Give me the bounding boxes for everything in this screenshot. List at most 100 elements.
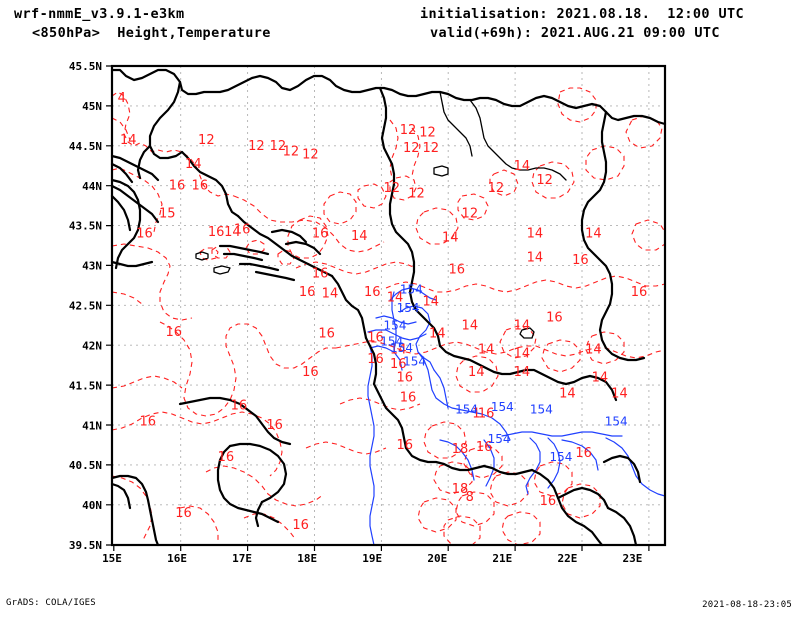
temperature-contour-label: 16 (169, 179, 186, 194)
temperature-contour-label: 14 (224, 225, 241, 240)
temperature-contour-label: 14 (120, 133, 137, 148)
x-axis-tick-label: 20E (427, 552, 447, 565)
temperature-contour-label: 16 (234, 223, 251, 238)
y-axis-tick-label: 44.5N (69, 140, 102, 153)
temperature-contour-label: 16 (478, 406, 495, 421)
temperature-contour-label: 12 (198, 133, 215, 148)
temperature-contour-label: 12 (403, 141, 420, 156)
model-name-label: wrf-nmmE_v3.9.1-e3km (14, 6, 185, 22)
temperature-contour-label: 18 (452, 442, 469, 457)
x-axis-tick-label: 23E (623, 552, 643, 565)
axis-ticks (106, 65, 650, 551)
x-axis-tick-label: 22E (557, 552, 577, 565)
temperature-contour-label: 14 (442, 231, 459, 246)
temperature-contour-label: 16 (400, 390, 417, 405)
x-axis-tick-label: 19E (362, 552, 382, 565)
temperature-contour-label: 16 (476, 440, 493, 455)
temperature-contour-label: 16 (208, 225, 225, 240)
temperature-contour-label: 16 (266, 418, 283, 433)
temperature-contour-label: 16 (540, 494, 557, 509)
height-contour-label: 154 (400, 283, 423, 297)
temperature-contour-label: 14 (527, 227, 544, 242)
temperature-contour-label: 14 (527, 251, 544, 266)
temperature-contour-label: 16 (140, 414, 157, 429)
temperature-contour-label: 14 (514, 346, 531, 361)
temperature-contour-label: 16 (302, 365, 319, 380)
height-contour-label: 154 (390, 341, 413, 355)
temperature-contour-label: 16 (367, 352, 384, 367)
temperature-contour-label: 12 (383, 181, 400, 196)
x-axis-tick-label: 21E (492, 552, 512, 565)
valid-time-label: valid(+69h): 2021.AUG.21 09:00 UTC (430, 25, 720, 41)
temperature-contour-label: 14 (585, 227, 602, 242)
height-contour-label: 154 (403, 354, 426, 368)
y-axis-labels: 45.5N 45N 44.5N 44N 43.5N 43N 42.5N 42N 41.5N 41N… (69, 60, 102, 552)
x-axis-tick-label: 17E (232, 552, 252, 565)
temperature-contour-label: 14 (185, 157, 202, 172)
temperature-contour-label: 12 (248, 139, 265, 154)
height-contour-label: 154 (488, 432, 511, 446)
temperature-contour-label: 16 (312, 227, 329, 242)
height-contour-label: 154 (605, 414, 628, 428)
field-level-label: <850hPa> Height,Temperature (32, 25, 271, 41)
temperature-contour-label: 1 (472, 406, 480, 421)
temperature-contour-label: 12 (423, 141, 440, 156)
height-contour-label: 154 (384, 318, 407, 332)
temperature-contour-label: 14 (514, 365, 531, 380)
temperature-contour-label: 12 (302, 148, 319, 163)
temperature-contour-label: 14 (322, 287, 339, 302)
temperature-contour-label: 14 (390, 342, 407, 357)
temperature-contour-label: 14 (462, 318, 479, 333)
temperature-contour-label: 16 (396, 370, 413, 385)
y-axis-tick-label: 42.5N (69, 300, 102, 313)
header-right-block: initialisation: 2021.08.18. 12:00 UTC va… (420, 5, 790, 43)
temperature-contour-label: 12 (408, 187, 425, 202)
y-axis-tick-label: 40.5N (69, 459, 102, 472)
temperature-contour-label: 16 (364, 285, 381, 300)
x-axis-tick-label: 15E (102, 552, 122, 565)
temperature-contour-label: 14 (468, 365, 485, 380)
temperature-contour-label: 16 (218, 450, 235, 465)
temperature-contour-label: 16 (449, 263, 466, 278)
temperature-contour-label: 14 (514, 318, 531, 333)
temperature-contour-label: 16 (292, 518, 309, 533)
coastlines-and-borders (110, 64, 667, 547)
temperature-contour-label: 16 (575, 446, 592, 461)
render-timestamp-label: 2021-08-18-23:05 (702, 600, 792, 610)
temperature-contour-label: 14 (585, 342, 602, 357)
height-contour-label: 154 (397, 301, 420, 315)
temperature-contour-label: 16 (572, 253, 589, 268)
y-axis-tick-label: 45.5N (69, 60, 102, 73)
y-axis-tick-label: 39.5N (69, 539, 102, 552)
temperature-contour-label: 14 (423, 295, 440, 310)
height-contour-label: 154 (491, 400, 514, 414)
temperature-contour-label: 8 (466, 490, 474, 505)
temperature-contour-label: 14 (592, 370, 609, 385)
temperature-contour-label: 12 (536, 173, 553, 188)
height-contour-label: 154 (455, 402, 478, 416)
y-axis-tick-label: 43.5N (69, 220, 102, 233)
y-axis-tick-label: 42N (82, 339, 102, 352)
temperature-contour-label: 14 (351, 229, 368, 244)
temperature-contour-label: 14 (387, 291, 404, 306)
temperature-contour-label: 14 (429, 326, 446, 341)
temperature-contour-label: 12 (462, 207, 479, 222)
temperature-contour-label: 16 (367, 330, 384, 345)
temperature-contour-label: 12 (488, 181, 505, 196)
height-contour-label: 154 (380, 334, 403, 348)
temperature-contour-label: 16 (631, 285, 648, 300)
initialisation-time-label: initialisation: 2021.08.18. 12:00 UTC (420, 6, 745, 22)
y-axis-tick-label: 43N (82, 260, 102, 273)
header-left-block: wrf-nmmE_v3.9.1-e3km <850hPa> Height,Tem… (14, 5, 414, 43)
y-axis-tick-label: 41N (82, 419, 102, 432)
temperature-contour-label: 16 (136, 227, 153, 242)
x-axis-labels: 15E 16E 17E 18E 19E 20E 21E 22E 23E (102, 552, 642, 565)
temperature-contour-label: 4 (118, 91, 126, 106)
temperature-contour-label: 16 (192, 179, 209, 194)
temperature-contour-label: 15 (159, 207, 176, 222)
temperature-contour-label: 16 (231, 398, 248, 413)
temperature-contour-label: 16 (546, 310, 563, 325)
